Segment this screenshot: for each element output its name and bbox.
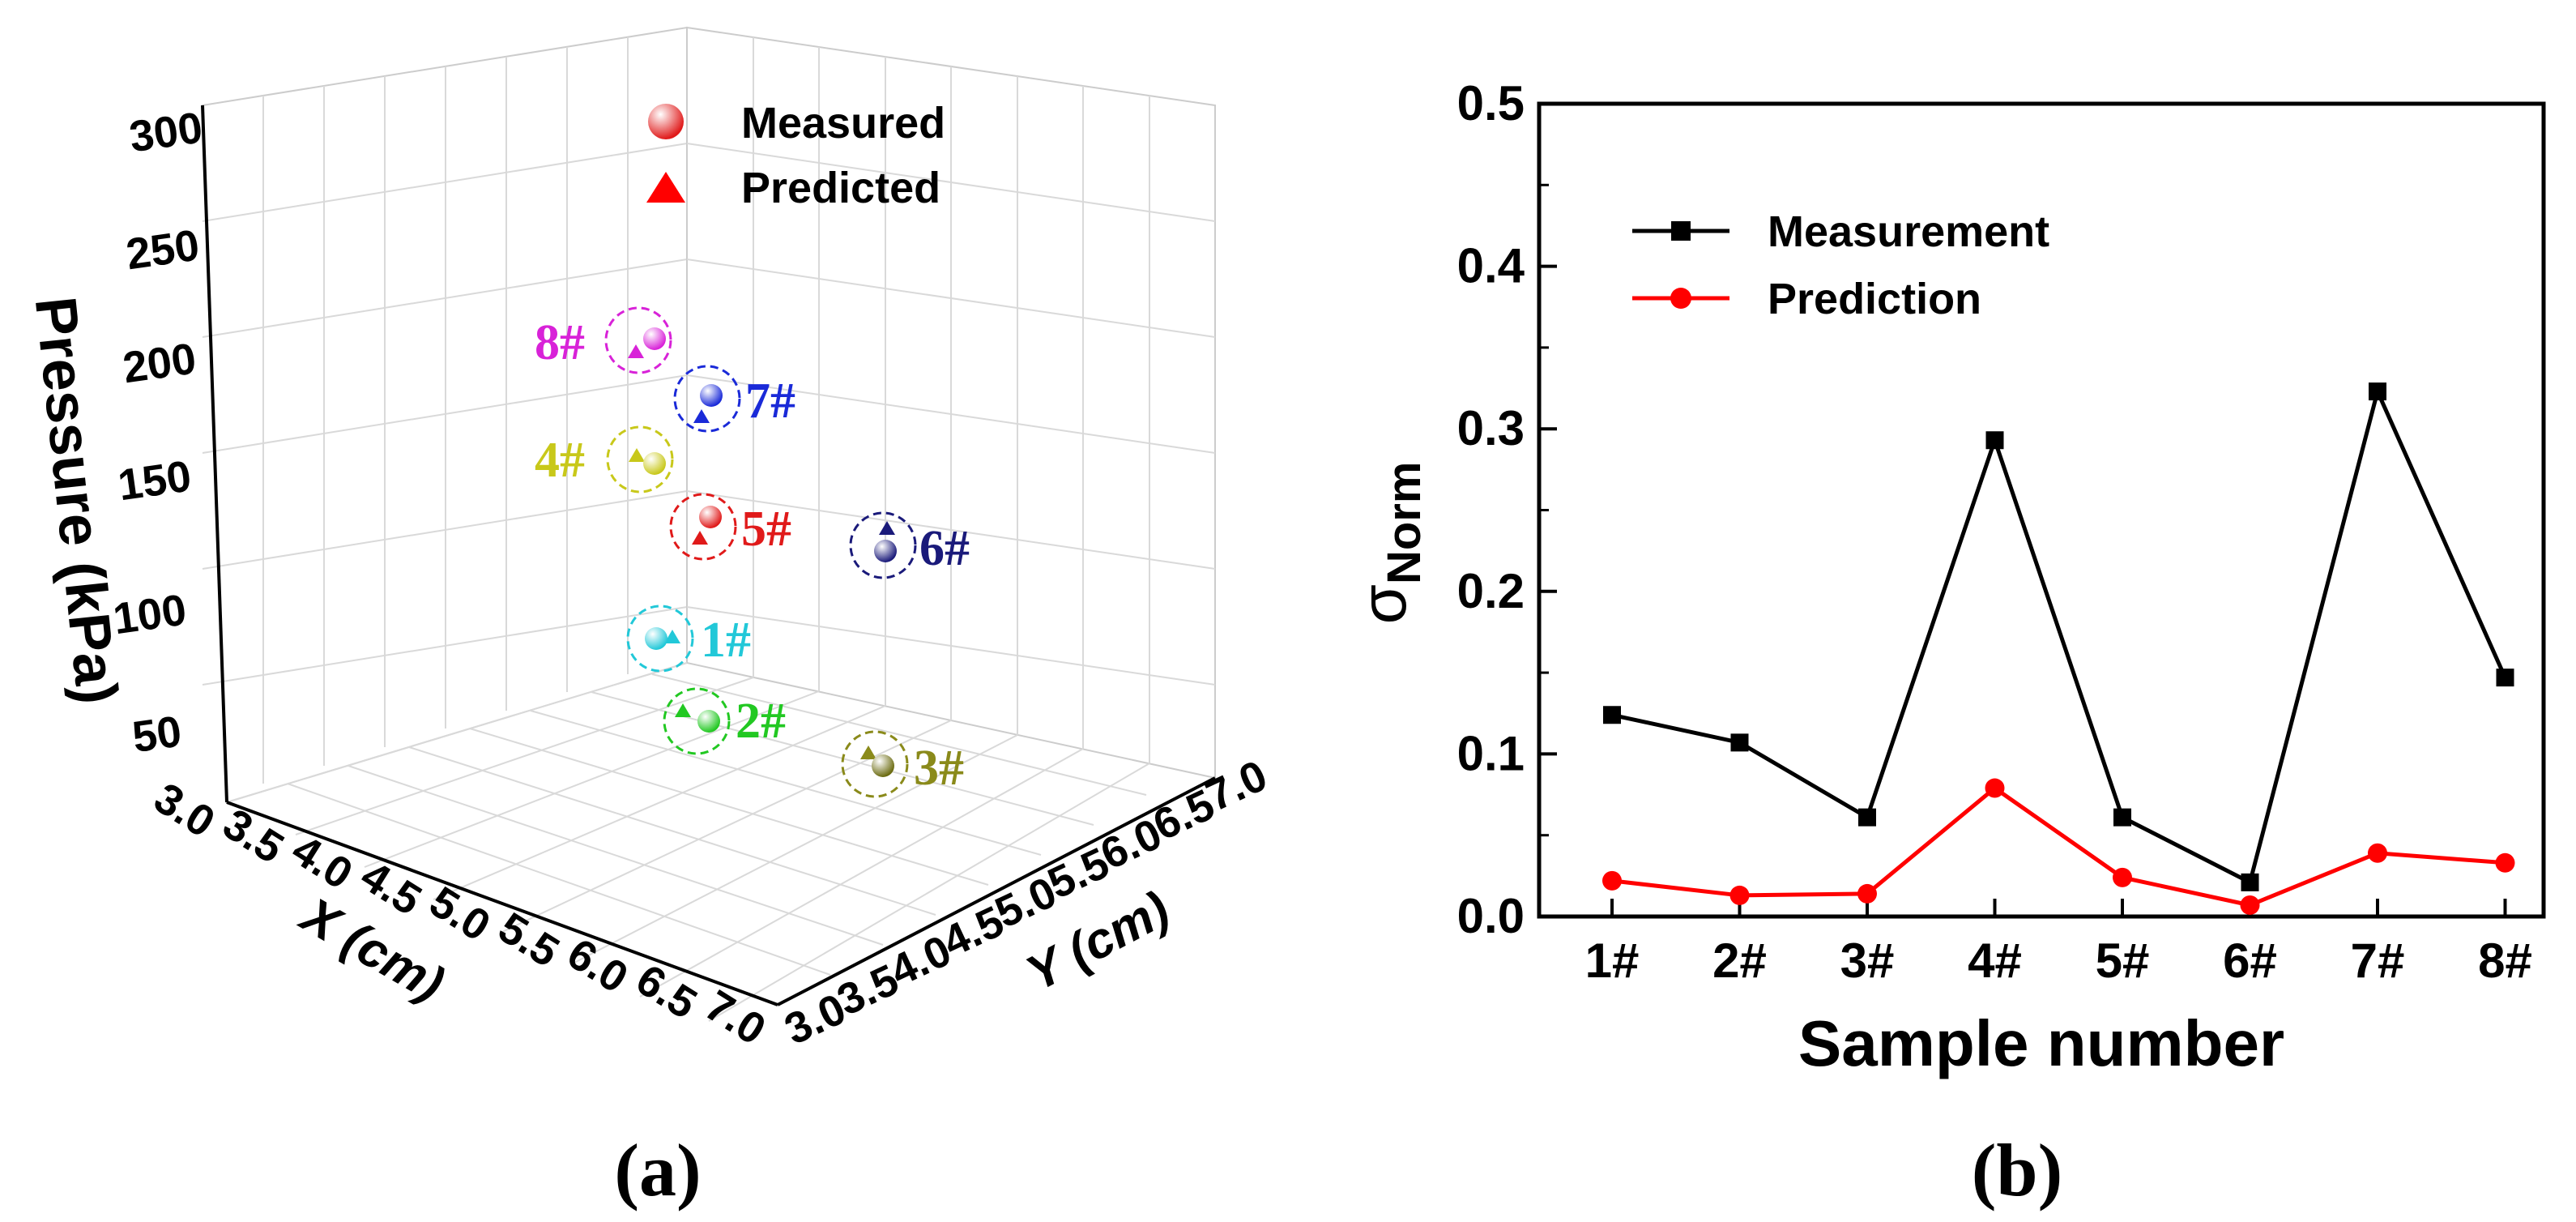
- prediction-marker-icon: [1670, 288, 1691, 309]
- data-point-prediction: [1602, 870, 1622, 891]
- panel-a-legend: Measured Predicted: [646, 99, 945, 212]
- x-tick: 7.0: [697, 981, 774, 1055]
- data-point-measurement: [1603, 706, 1621, 724]
- sample-label: 6#: [919, 521, 970, 576]
- back-wall-grid: [201, 26, 688, 804]
- panel-b-label: (b): [1972, 1129, 2062, 1211]
- sample-7: 7#: [673, 365, 795, 433]
- z-tick-labels: 50 100 150 200 250 300: [110, 103, 206, 762]
- y-tick-labels: 3.0 3.5 4.0 4.5 5.0 5.5 6.0 6.5 7.0: [778, 751, 1274, 1054]
- series-line-measurement: [1611, 385, 2507, 886]
- x-axis-line: [226, 801, 778, 1006]
- data-point-prediction: [1985, 778, 2005, 798]
- sample-label: 1#: [701, 613, 751, 668]
- data-point-prediction: [2113, 867, 2132, 887]
- z-tick: 300: [126, 103, 206, 161]
- data-point-measurement: [2369, 382, 2386, 401]
- x-tick-label: 5#: [2096, 934, 2150, 988]
- series-group: [1602, 382, 2515, 915]
- measurement-marker-icon: [1671, 221, 1691, 241]
- z-tick: 50: [130, 707, 185, 762]
- panel-a-3d-plot: 50 100 150 200 250 300 Pressure (kPa) 3.…: [23, 26, 1274, 1211]
- z-tick: 200: [120, 334, 199, 392]
- side-wall-grid: [686, 26, 1216, 780]
- y-tick-label: 0.2: [1457, 564, 1525, 618]
- panel-a-label: (a): [614, 1129, 701, 1211]
- legend-prediction-label: Prediction: [1768, 275, 1981, 323]
- panel-b-line-chart: 0.0 0.1 0.2 0.3 0.4 0.5 1# 2# 3# 4# 5# 6# 7# 8# σNor…: [1347, 76, 2546, 1211]
- sample-label: 5#: [741, 502, 791, 557]
- z-axis-line: [201, 105, 228, 803]
- data-point-prediction: [2368, 843, 2387, 863]
- data-point-measurement: [1985, 431, 2004, 450]
- z-tick: 150: [115, 451, 194, 510]
- y-axis-label: σNorm: [1347, 462, 1431, 625]
- sample-label: 2#: [736, 694, 786, 749]
- x-ticks: 1# 2# 3# 4# 5# 6# 7# 8#: [1585, 899, 2532, 988]
- legend-predicted-label: Predicted: [741, 164, 940, 212]
- y-axis-subscript: Norm: [1378, 462, 1431, 584]
- panel-b-legend: Measurement Prediction: [1632, 207, 2049, 323]
- data-point-prediction: [2240, 895, 2260, 915]
- sample-4: 4#: [535, 425, 674, 494]
- data-point-measurement: [1858, 808, 1876, 827]
- y-tick-label: 0.5: [1457, 76, 1525, 130]
- z-axis-label: Pressure (kPa): [23, 294, 130, 707]
- y-tick-label: 0.3: [1457, 401, 1525, 455]
- y-tick-label: 0.1: [1457, 726, 1525, 780]
- sample-label: 4#: [535, 433, 585, 488]
- x-tick-label: 2#: [1712, 934, 1767, 988]
- data-point-measurement: [1730, 733, 1749, 752]
- data-point-prediction: [1857, 883, 1877, 904]
- data-point-prediction: [1729, 885, 1750, 905]
- y-ticks: 0.0 0.1 0.2 0.3 0.4 0.5: [1457, 76, 1557, 943]
- x-tick: 3.5: [215, 800, 292, 874]
- legend-measured-label: Measured: [741, 99, 945, 147]
- data-point-measurement: [2113, 808, 2131, 827]
- data-point-prediction: [2495, 852, 2515, 873]
- predicted-triangle-icon: [646, 172, 685, 203]
- x-tick-label: 6#: [2223, 934, 2277, 988]
- sample-5: 5#: [669, 493, 791, 561]
- x-axis-label: Sample number: [1798, 1007, 2284, 1079]
- y-tick-label: 0.0: [1457, 889, 1525, 943]
- x-tick: 6.0: [559, 929, 636, 1003]
- data-point-measurement: [2496, 669, 2514, 687]
- sample-3: 3#: [841, 730, 964, 798]
- y-axis-line: [777, 776, 1216, 1006]
- series-line-prediction: [1611, 785, 2506, 908]
- sample-label: 7#: [745, 374, 795, 429]
- y-tick-label: 0.4: [1457, 239, 1525, 293]
- legend-measurement-label: Measurement: [1768, 207, 2049, 256]
- x-tick-label: 7#: [2351, 934, 2405, 988]
- sample-label: 8#: [535, 315, 585, 370]
- sample-6: 6#: [849, 511, 970, 579]
- x-tick: 3.0: [146, 774, 223, 848]
- z-tick: 100: [110, 585, 190, 643]
- sample-label: 3#: [914, 741, 964, 796]
- x-tick: 5.5: [490, 904, 567, 977]
- x-tick-label: 4#: [1968, 934, 2022, 988]
- y-axis-symbol: σ: [1347, 584, 1419, 624]
- x-tick-label: 8#: [2478, 934, 2532, 988]
- sample-2: 2#: [663, 687, 786, 755]
- sample-1: 1#: [626, 605, 751, 673]
- x-tick-label: 3#: [1840, 934, 1895, 988]
- x-tick: 5.0: [421, 878, 498, 951]
- z-tick: 250: [123, 220, 203, 279]
- data-point-measurement: [2241, 873, 2259, 891]
- x-tick-labels: 3.0 3.5 4.0 4.5 5.0 5.5 6.0 6.5 7.0: [146, 774, 774, 1055]
- measured-sphere-icon: [648, 104, 684, 139]
- x-tick-label: 1#: [1585, 934, 1640, 988]
- sample-8: 8#: [535, 306, 672, 374]
